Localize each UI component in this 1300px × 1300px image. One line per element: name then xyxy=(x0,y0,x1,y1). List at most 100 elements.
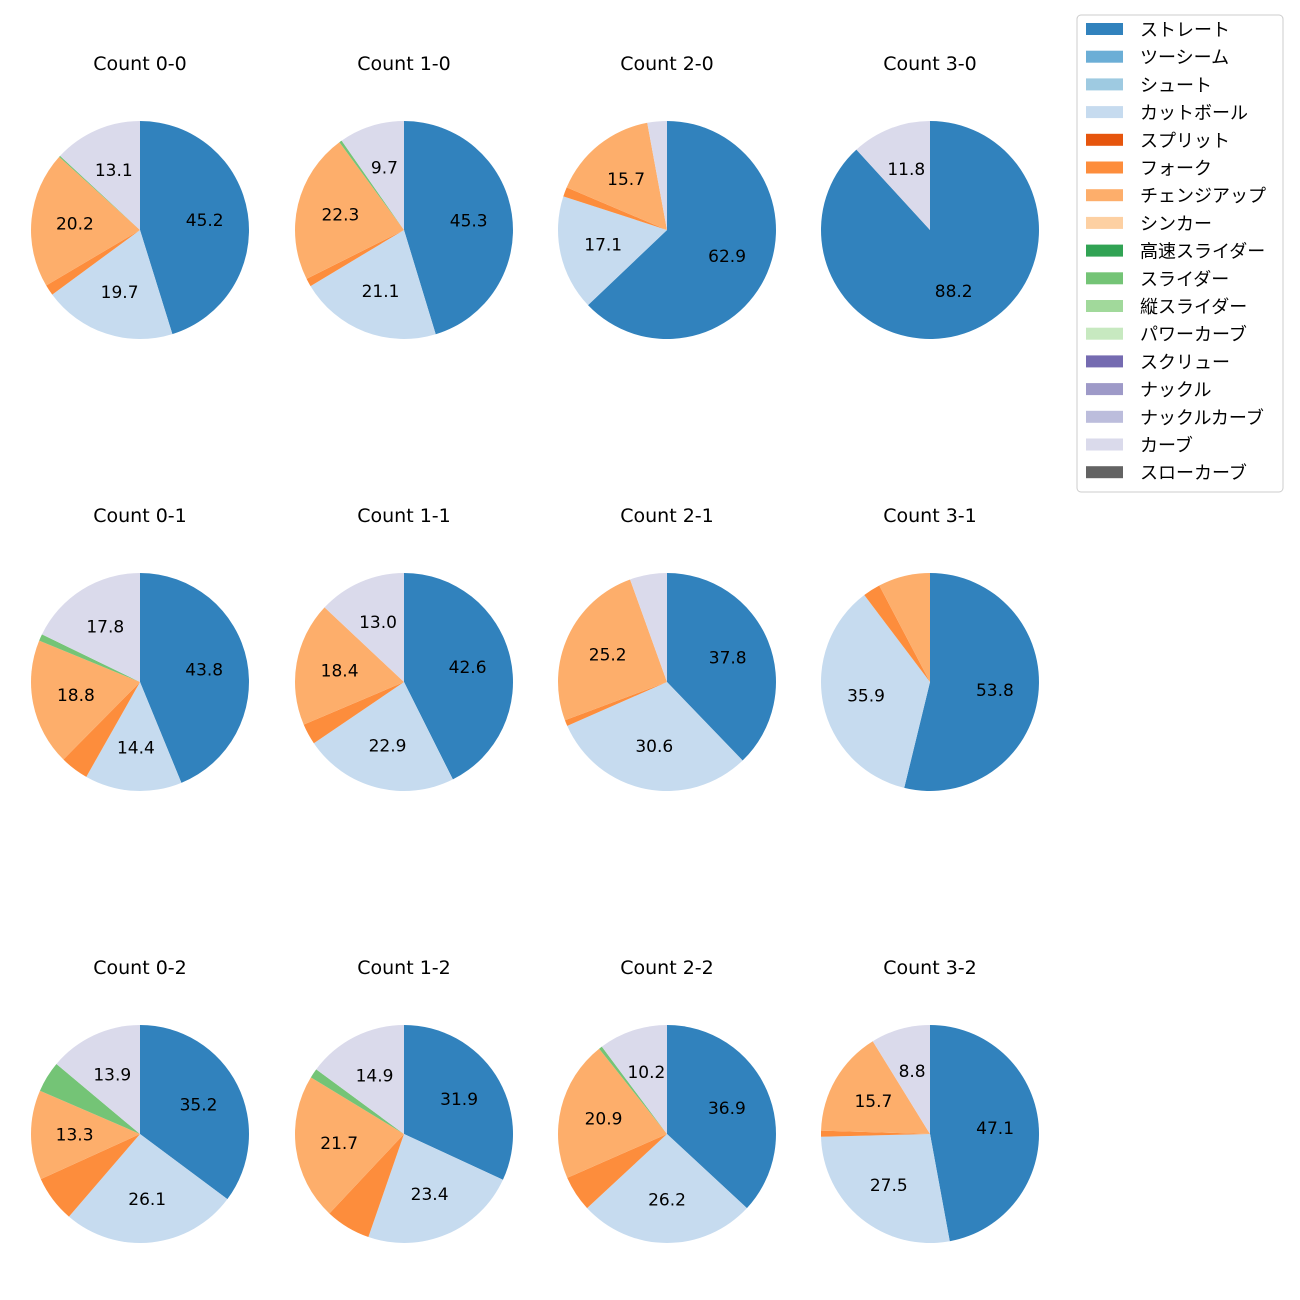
slice-label: 21.1 xyxy=(362,282,400,302)
legend-item: チェンジアップ xyxy=(1086,186,1266,207)
legend-frame xyxy=(1076,14,1284,493)
pie-slice xyxy=(39,1063,140,1134)
pie-slice xyxy=(872,1025,930,1134)
legend-label: ナックル xyxy=(1140,380,1211,401)
pie-slice xyxy=(310,230,436,339)
slice-label: 35.2 xyxy=(180,1096,218,1116)
legend-item: シンカー xyxy=(1086,214,1212,235)
pie-slice xyxy=(821,1134,950,1244)
legend-label: スプリット xyxy=(1140,131,1230,152)
pie-slice xyxy=(295,142,404,279)
slice-label: 35.9 xyxy=(847,686,885,706)
pie-slice xyxy=(557,196,667,306)
slice-label: 45.3 xyxy=(450,211,488,231)
pie-title: Count 1-0 xyxy=(357,53,451,75)
slice-label: 8.8 xyxy=(899,1062,926,1082)
legend-label: カットボール xyxy=(1140,103,1248,124)
pie-slice xyxy=(86,682,182,791)
slice-label: 53.8 xyxy=(976,681,1014,701)
pie-chart: Count 0-0 45.2 19.7 20.2 13.1 xyxy=(31,53,250,340)
pie-slice xyxy=(404,121,513,335)
pie-slice xyxy=(567,1134,667,1209)
legend-swatch xyxy=(1086,244,1123,257)
slice-label: 22.9 xyxy=(369,736,407,756)
slice-label: 47.1 xyxy=(976,1119,1014,1139)
slice-label: 20.9 xyxy=(585,1109,623,1129)
pie-slice xyxy=(564,682,667,726)
pie-slice xyxy=(587,1134,747,1243)
legend-swatch xyxy=(1086,50,1123,63)
pie-chart: Count 0-2 35.2 26.1 13.3 13.9 xyxy=(30,957,249,1243)
pie-slice xyxy=(404,573,513,780)
legend-item: スライダー xyxy=(1086,269,1229,290)
legend-item: スプリット xyxy=(1086,131,1230,152)
pie-chart: Count 1-2 31.9 23.4 21.7 14.9 xyxy=(294,957,514,1243)
legend-swatch xyxy=(1086,133,1123,146)
pie-slice xyxy=(341,121,404,230)
pie-slice xyxy=(140,121,250,335)
pie-slice xyxy=(404,1025,514,1180)
legend-item: 高速スライダー xyxy=(1086,242,1265,263)
pie-slice xyxy=(313,682,453,791)
slice-label: 14.9 xyxy=(356,1067,394,1087)
pie-slice xyxy=(46,230,140,295)
pie-slice xyxy=(31,640,140,760)
slice-label: 19.7 xyxy=(101,283,139,303)
legend-label: カーブ xyxy=(1140,435,1193,457)
pie-slice xyxy=(566,122,667,230)
pie-slice xyxy=(324,573,404,682)
pie-slice xyxy=(821,1041,930,1134)
pie-title: Count 1-2 xyxy=(357,957,451,979)
slice-label: 23.4 xyxy=(411,1185,449,1205)
pie-slice xyxy=(56,1025,141,1134)
slice-label: 13.0 xyxy=(359,613,397,633)
legend-label: ストレート xyxy=(1140,20,1230,41)
legend-label: スクリュー xyxy=(1140,352,1230,373)
pie-slice xyxy=(930,1025,1040,1242)
pie-slice xyxy=(40,1134,140,1217)
legend-swatch xyxy=(1086,300,1123,312)
legend-swatch xyxy=(1086,78,1123,91)
slice-label: 13.3 xyxy=(56,1126,94,1146)
slice-label: 25.2 xyxy=(589,646,627,666)
legend-item: ツーシーム xyxy=(1086,48,1229,69)
slice-label: 27.5 xyxy=(870,1176,908,1196)
pie-slice xyxy=(567,682,743,791)
slice-label: 37.8 xyxy=(709,649,747,669)
slice-label: 11.8 xyxy=(887,160,925,180)
pie-slice xyxy=(39,634,140,682)
legend-item: シュート xyxy=(1086,75,1212,96)
pie-slice xyxy=(630,573,667,682)
legend-label: シンカー xyxy=(1140,214,1212,235)
legend-label: 高速スライダー xyxy=(1140,242,1265,263)
pie-title: Count 2-0 xyxy=(620,53,714,75)
legend-item: ナックル xyxy=(1086,380,1211,401)
pie-chart: Count 2-1 37.8 30.6 25.2 xyxy=(558,505,776,791)
slice-label: 30.6 xyxy=(635,737,673,757)
pie-chart: Count 1-1 42.6 22.9 18.4 13.0 xyxy=(294,505,513,791)
legend-swatch xyxy=(1086,23,1123,35)
legend-label: ナックルカーブ xyxy=(1140,407,1264,429)
pie-charts: Count 0-0 45.2 19.7 20.2 13.1 Count 1-0 45.3 21… xyxy=(30,53,1040,1244)
pie-slice xyxy=(59,155,140,230)
legend-swatch xyxy=(1086,327,1123,340)
pie-slice xyxy=(31,156,140,286)
legend-swatch xyxy=(1086,106,1123,119)
slice-label: 88.2 xyxy=(935,282,973,302)
pie-slice xyxy=(588,121,777,340)
pie-slice xyxy=(667,573,776,761)
pie-slice xyxy=(563,187,667,230)
legend-item: スローカーブ xyxy=(1086,462,1247,484)
pie-title: Count 2-2 xyxy=(620,957,714,979)
slice-label: 9.7 xyxy=(371,159,398,179)
pie-slice xyxy=(68,1134,228,1243)
pie-title: Count 3-1 xyxy=(883,505,977,527)
pie-slice xyxy=(558,1048,667,1178)
slice-label: 13.1 xyxy=(95,161,133,181)
pie-chart: Count 3-1 53.8 35.9 xyxy=(820,505,1039,791)
slice-label: 45.2 xyxy=(186,211,224,231)
pie-slice xyxy=(879,573,930,682)
pie-chart: Count 3-0 88.2 11.8 xyxy=(821,53,1039,339)
slice-label: 17.1 xyxy=(584,236,622,256)
pie-title: Count 1-1 xyxy=(357,505,451,527)
